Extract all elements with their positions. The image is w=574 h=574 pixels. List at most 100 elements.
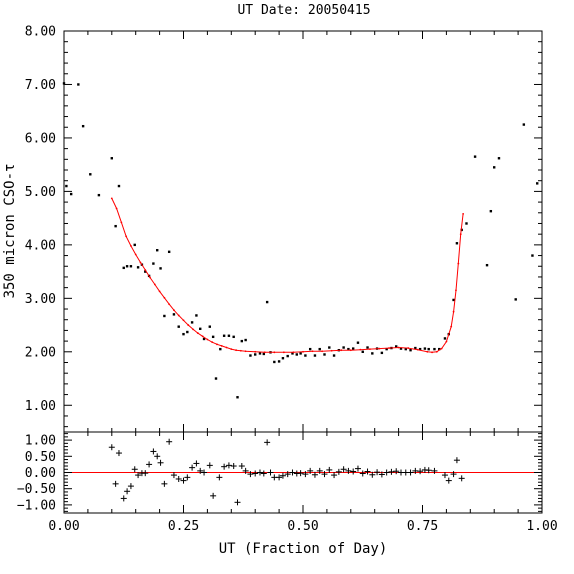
residual-point	[393, 468, 400, 475]
fit-curve-node	[311, 350, 314, 353]
tau-data-point	[211, 335, 215, 339]
y-tick-label: 3.00	[25, 292, 56, 307]
residual-point	[378, 471, 385, 478]
tau-data-point	[427, 347, 430, 351]
residual-point	[221, 463, 228, 470]
tau-data-point	[423, 347, 427, 350]
fit-curve-node	[254, 350, 257, 353]
tau-data-point	[465, 222, 468, 225]
residual-point	[216, 474, 223, 481]
residual-point	[234, 499, 241, 506]
y-axis-label: 350 micron CSO-τ	[2, 164, 18, 299]
fit-curve-node	[388, 347, 390, 349]
fit-curve-node	[455, 289, 457, 292]
tau-data-point	[409, 348, 412, 352]
fit-curve-node	[235, 349, 237, 352]
tau-data-point	[404, 347, 407, 351]
residual-point	[161, 480, 168, 487]
fit-curve-node	[153, 283, 156, 286]
residual-point	[108, 444, 115, 451]
tau-data-point	[452, 298, 455, 302]
tau-data-point	[240, 339, 244, 343]
fit-curve-node	[457, 262, 460, 265]
tau-panel-frame	[63, 30, 543, 433]
tau-data-point	[249, 354, 252, 357]
tau-data-point	[122, 266, 125, 270]
y-tick-label: 8.00	[25, 25, 56, 40]
residual-point	[180, 477, 187, 484]
residual-point	[445, 477, 452, 484]
fit-curve-node	[216, 343, 218, 346]
tau-data-point	[313, 354, 317, 357]
x-tick-label: 0.25	[168, 519, 199, 534]
residual-point	[170, 472, 177, 479]
residual-point	[256, 469, 263, 476]
tau-data-points	[62, 82, 539, 399]
fit-curve-node	[220, 345, 223, 347]
residual-point	[326, 466, 333, 473]
fit-curve	[111, 198, 464, 353]
tau-data-point	[227, 334, 231, 337]
tau-data-point	[265, 300, 269, 304]
residual-point	[135, 472, 142, 479]
tau-data-point	[286, 354, 289, 358]
tau-data-point	[514, 298, 517, 301]
residual-point	[193, 460, 200, 467]
tau-data-point	[304, 354, 307, 357]
tau-data-point	[380, 351, 384, 355]
tau-data-point	[222, 334, 226, 337]
residual-point	[150, 448, 157, 455]
residual-point	[252, 470, 259, 477]
y-tick-label: −1.00	[17, 498, 56, 513]
fit-curve-node	[321, 350, 324, 353]
tau-data-point	[186, 330, 189, 334]
tau-data-point	[77, 83, 80, 86]
y-tick-label: 0.00	[25, 466, 56, 481]
tau-data-point	[277, 360, 281, 363]
residual-point	[284, 471, 291, 478]
tau-data-point	[133, 243, 136, 247]
residual-point	[279, 472, 286, 479]
residual-point	[354, 465, 361, 472]
y-tick-label: 4.00	[25, 238, 56, 253]
tau-data-point	[254, 353, 257, 356]
residual-point	[146, 461, 153, 468]
tau-data-point	[202, 337, 206, 341]
residual-point	[297, 470, 304, 477]
fit-curve-node	[173, 309, 175, 311]
residual-point	[289, 469, 296, 476]
chart-title: UT Date: 20050415	[237, 3, 370, 18]
tau-data-point	[323, 353, 326, 356]
tau-data-point	[485, 263, 489, 267]
residual-point	[458, 475, 465, 482]
tau-data-point	[167, 250, 171, 254]
tau-data-point	[356, 341, 360, 344]
x-tick-label: 0.75	[407, 519, 438, 534]
tau-data-point	[62, 82, 66, 85]
residual-point	[210, 492, 217, 499]
tau-data-point	[273, 360, 276, 364]
tau-data-point	[258, 352, 262, 355]
residual-point	[175, 475, 182, 482]
residual-point	[201, 469, 208, 476]
y-tick-label: 1.00	[25, 399, 56, 414]
x-tick-label: 1.00	[526, 519, 557, 534]
residual-point	[230, 463, 237, 470]
residual-point	[374, 469, 381, 476]
residual-point	[247, 471, 254, 478]
x-tick-label: 0.50	[287, 519, 318, 534]
fit-curve-node	[445, 340, 448, 343]
tau-data-point	[177, 325, 180, 328]
tau-data-point	[199, 327, 202, 331]
tau-data-point	[69, 192, 73, 196]
tau-data-point	[361, 350, 364, 353]
fit-curve-node	[168, 303, 171, 306]
tau-data-point	[114, 224, 117, 228]
fit-curve-node	[130, 245, 132, 247]
tau-data-point	[172, 313, 176, 316]
residual-point	[335, 468, 342, 475]
tau-data-point	[531, 254, 534, 257]
residual-point	[321, 471, 328, 478]
residual-point	[189, 464, 196, 471]
residual-point	[154, 453, 161, 460]
